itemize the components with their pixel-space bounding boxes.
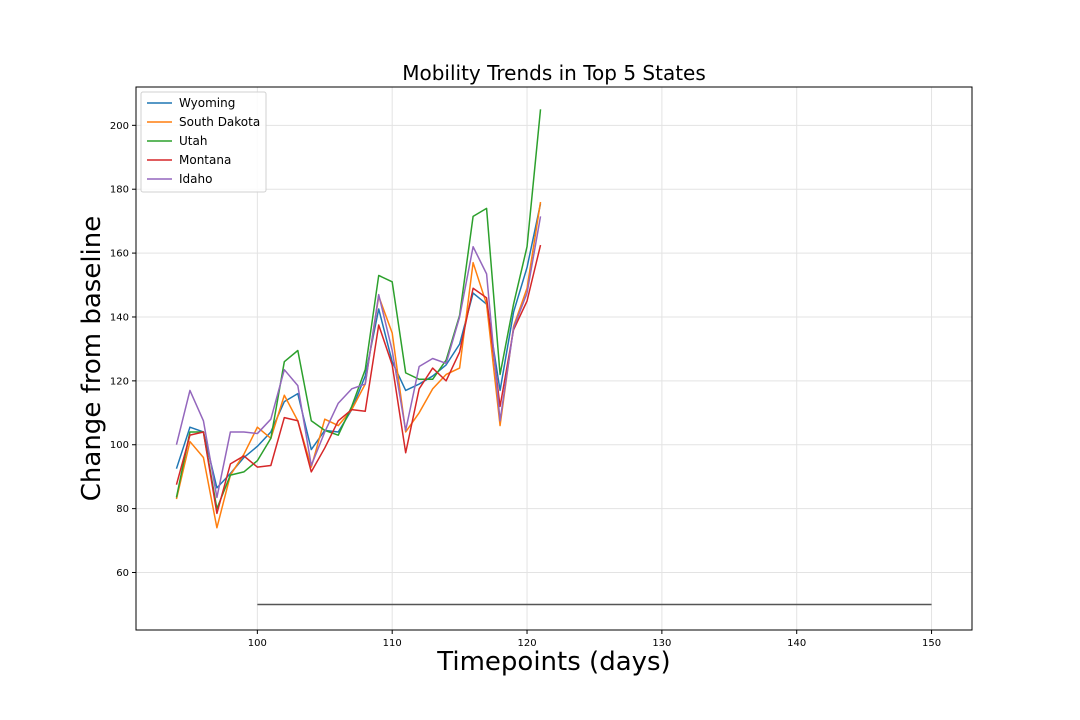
plot-frame — [135, 86, 973, 631]
x-tick-label: 150 — [922, 638, 941, 649]
y-tick-label: 120 — [110, 376, 129, 387]
axis-ticks: 100 110 120 130 140 150 60 80 100 120 140 160 180 200 — [110, 121, 941, 649]
legend: Wyoming South Dakota Utah Montana Idaho — [140, 91, 267, 193]
y-axis-label: Change from baseline — [77, 216, 107, 501]
series-lines — [175, 109, 542, 529]
series-line-utah — [175, 109, 542, 510]
series-line-montana — [175, 244, 542, 515]
series-line-idaho — [175, 216, 542, 499]
x-tick-label: 130 — [652, 638, 671, 649]
x-tick-label: 120 — [517, 638, 536, 649]
x-axis-label: Timepoints (days) — [436, 647, 670, 677]
series-line-south-dakota — [175, 201, 542, 529]
legend-label: South Dakota — [179, 115, 260, 129]
y-tick-label: 140 — [110, 312, 129, 323]
legend-label: Utah — [179, 134, 207, 148]
y-tick-label: 200 — [110, 121, 129, 132]
legend-box — [140, 91, 267, 193]
legend-label: Montana — [179, 153, 231, 167]
chart-title: Mobility Trends in Top 5 States — [402, 61, 706, 85]
y-tick-label: 80 — [116, 504, 129, 515]
legend-label: Wyoming — [179, 96, 235, 110]
y-tick-label: 160 — [110, 249, 129, 260]
x-tick-label: 140 — [787, 638, 806, 649]
legend-label: Idaho — [179, 172, 212, 186]
y-tick-label: 100 — [110, 440, 129, 451]
y-tick-label: 180 — [110, 185, 129, 196]
x-tick-label: 110 — [383, 638, 402, 649]
x-tick-label: 100 — [248, 638, 267, 649]
y-tick-label: 60 — [116, 568, 129, 579]
grid-lines — [136, 87, 972, 630]
